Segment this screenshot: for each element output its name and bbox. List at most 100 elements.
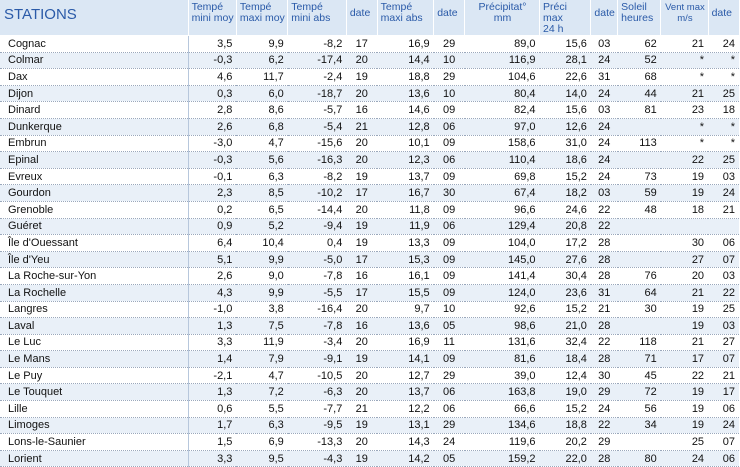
- date-maxi: 09: [433, 350, 465, 368]
- precipitation: 97,0: [464, 118, 540, 136]
- soleil-heures: 34: [617, 417, 661, 435]
- tempe-mini-moy: 3,3: [187, 334, 237, 352]
- preci-max-24h: 20,8: [539, 218, 591, 236]
- date-preci: 30: [590, 367, 618, 385]
- tempe-maxi-moy: 4,7: [236, 367, 288, 385]
- tempe-maxi-moy: 8,5: [236, 184, 288, 202]
- table-row: Lons-le-Saunier 1,5 6,9 -13,3 20 14,3 24 119,6 2…: [0, 433, 739, 451]
- date-mini: 19: [346, 417, 378, 435]
- soleil-heures: [617, 251, 661, 269]
- table-row: La Roche-sur-Yon 2,6 9,0 -7,8 16 16,1 09 141,4 3…: [0, 267, 739, 285]
- date-maxi: 05: [433, 450, 465, 467]
- date-vent: 24: [708, 35, 739, 53]
- precipitation: 158,6: [464, 135, 540, 153]
- tempe-maxi-abs: 15,5: [377, 284, 434, 302]
- vent-max: 21: [660, 85, 709, 103]
- table-row: Langres -1,0 3,8 -16,4 20 9,7 10 92,6 15,2 21 30 19…: [0, 301, 739, 319]
- table-row: Embrun -3,0 4,7 -15,6 20 10,1 09 158,6 31,0 24 113…: [0, 135, 739, 153]
- date-preci: 24: [590, 168, 618, 186]
- preci-max-24h: 15,2: [539, 400, 591, 418]
- tempe-maxi-moy: 9,5: [236, 450, 288, 467]
- tempe-mini-abs: -10,5: [287, 367, 347, 385]
- date-vent: 24: [708, 184, 739, 202]
- soleil-heures: 59: [617, 184, 661, 202]
- date-mini: 20: [346, 383, 378, 402]
- header-tempe-maxi-abs: Tempé maxi abs: [376, 0, 434, 36]
- preci-max-24h: 19,0: [539, 383, 591, 402]
- tempe-maxi-moy: 5,2: [236, 218, 288, 236]
- tempe-maxi-abs: 16,1: [377, 267, 434, 285]
- soleil-heures: [617, 317, 661, 335]
- table-row: Dijon 0,3 6,0 -18,7 20 13,6 10 80,4 14,0 24 44 21 25: [0, 85, 739, 103]
- date-preci: 31: [590, 68, 618, 86]
- date-mini: 17: [346, 251, 378, 269]
- date-preci: 22: [590, 417, 618, 435]
- vent-max: 21: [660, 284, 709, 302]
- date-preci: 22: [590, 218, 618, 236]
- tempe-mini-moy: 0,3: [187, 85, 237, 103]
- header-row: STATIONS Tempé mini moy Tempé maxi moy Tem…: [0, 0, 739, 36]
- date-vent: 25: [708, 301, 739, 319]
- header-tempe-mini-abs: Tempé mini abs: [287, 0, 347, 36]
- tempe-maxi-abs: 16,9: [377, 334, 434, 352]
- vent-max: 18: [660, 201, 709, 219]
- header-stations: STATIONS: [0, 0, 189, 36]
- preci-max-24h: 17,2: [539, 234, 591, 252]
- tempe-mini-abs: -5,7: [287, 101, 347, 119]
- date-mini: 20: [346, 367, 378, 385]
- tempe-maxi-abs: 14,1: [377, 350, 434, 368]
- station-name: La Rochelle: [0, 284, 189, 302]
- date-mini: 21: [346, 400, 378, 418]
- tempe-mini-abs: -16,4: [287, 301, 347, 319]
- preci-max-24h: 21,0: [539, 317, 591, 335]
- vent-max: *: [660, 135, 709, 153]
- tempe-maxi-moy: 6,3: [236, 168, 288, 186]
- date-mini: 17: [346, 35, 378, 53]
- table-row: Cognac 3,5 9,9 -8,2 17 16,9 29 89,0 15,6 03 62 21 24: [0, 35, 739, 53]
- precipitation: 159,2: [464, 450, 540, 467]
- date-preci: 28: [590, 267, 618, 285]
- station-name: Lorient: [0, 450, 189, 467]
- tempe-maxi-abs: 12,2: [377, 400, 434, 418]
- vent-max: 19: [660, 383, 709, 402]
- station-name: Evreux: [0, 168, 189, 186]
- date-maxi: 06: [433, 383, 465, 402]
- header-vent-max: Vent max m/s: [660, 0, 709, 36]
- tempe-maxi-moy: 5,5: [236, 400, 288, 418]
- date-mini: 20: [346, 52, 378, 70]
- header-date-2: date: [433, 0, 465, 36]
- date-maxi: 09: [433, 101, 465, 119]
- tempe-mini-abs: -5,4: [287, 118, 347, 136]
- station-name: Laval: [0, 317, 189, 335]
- station-name: Colmar: [0, 52, 189, 70]
- table-row: La Rochelle 4,3 9,9 -5,5 17 15,5 09 124,0 23,6 31…: [0, 284, 739, 302]
- soleil-heures: 30: [617, 301, 661, 319]
- tempe-mini-moy: 4,6: [187, 68, 237, 86]
- vent-max: 27: [660, 251, 709, 269]
- tempe-mini-abs: -13,3: [287, 433, 347, 451]
- date-mini: 20: [346, 334, 378, 352]
- date-mini: 20: [346, 433, 378, 451]
- date-preci: 28: [590, 350, 618, 368]
- precipitation: 82,4: [464, 101, 540, 119]
- tempe-maxi-moy: 9,9: [236, 251, 288, 269]
- tempe-mini-moy: 1,3: [187, 317, 237, 335]
- tempe-mini-abs: -8,2: [287, 168, 347, 186]
- tempe-maxi-abs: 12,8: [377, 118, 434, 136]
- precipitation: 131,6: [464, 334, 540, 352]
- date-maxi: 06: [433, 218, 465, 236]
- table-row: Le Luc 3,3 11,9 -3,4 20 16,9 11 131,6 32,4 22 118 2…: [0, 334, 739, 352]
- soleil-heures: 81: [617, 101, 661, 119]
- tempe-maxi-moy: 11,7: [236, 68, 288, 86]
- soleil-heures: 56: [617, 400, 661, 418]
- tempe-mini-abs: -10,2: [287, 184, 347, 202]
- table-row: Lille 0,6 5,5 -7,7 21 12,2 06 66,6 15,2 24 56 19 06: [0, 400, 739, 418]
- vent-max: 19: [660, 317, 709, 335]
- precipitation: 141,4: [464, 267, 540, 285]
- precipitation: 98,6: [464, 317, 540, 335]
- tempe-mini-abs: -17,4: [287, 52, 347, 70]
- date-mini: 19: [346, 234, 378, 252]
- table-row: Limoges 1,7 6,3 -9,5 19 13,1 29 134,6 18,8 22 34 19…: [0, 417, 739, 435]
- soleil-heures: 68: [617, 68, 661, 86]
- date-preci: 29: [590, 383, 618, 402]
